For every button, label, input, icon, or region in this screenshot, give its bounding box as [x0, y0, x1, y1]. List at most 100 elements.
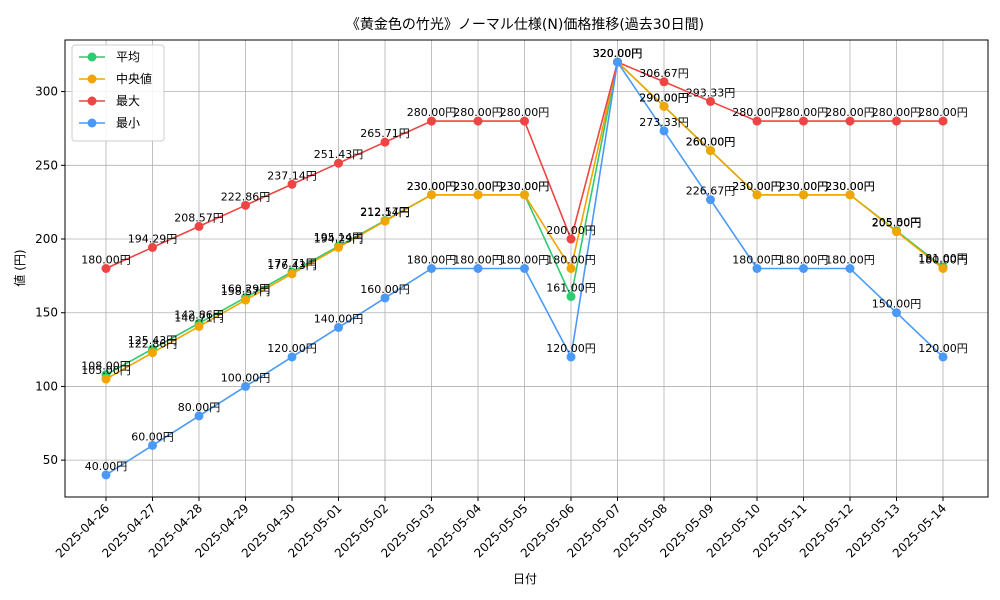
data-labels: 108.00円 125.43円 142.86円 160.29円 177.71円 195.1… — [81, 47, 968, 473]
data-label: 230.00円 — [407, 180, 457, 193]
legend-marker — [87, 96, 97, 106]
data-point — [194, 411, 204, 421]
data-label: 205.00円 — [872, 217, 922, 230]
data-label: 320.00円 — [593, 47, 643, 60]
data-point — [752, 116, 762, 126]
data-label: 180.00円 — [779, 254, 829, 267]
data-point — [566, 292, 576, 302]
data-label: 108.00円 — [81, 360, 131, 373]
series-group — [101, 57, 948, 480]
data-point — [659, 77, 669, 87]
data-point — [845, 116, 855, 126]
data-point — [566, 234, 576, 244]
data-label: 180.00円 — [732, 254, 782, 267]
data-point — [845, 264, 855, 273]
data-point — [427, 116, 436, 126]
data-point — [659, 126, 669, 136]
data-point — [241, 381, 250, 391]
data-label: 160.29円 — [221, 283, 271, 296]
data-point — [334, 158, 343, 168]
data-point — [799, 190, 808, 200]
data-label: 212.57円 — [360, 205, 410, 218]
data-point — [241, 295, 250, 305]
data-label: 208.57円 — [174, 211, 224, 224]
data-label: 194.29円 — [314, 232, 364, 245]
data-label: 140.71円 — [174, 311, 224, 324]
data-point — [148, 440, 157, 450]
data-label: 230.00円 — [825, 180, 875, 193]
data-label: 80.00円 — [178, 401, 221, 414]
y-tick-label: 50 — [43, 453, 58, 467]
data-point — [101, 374, 111, 384]
data-label: 180.00円 — [453, 254, 503, 267]
data-point — [148, 242, 157, 252]
legend-item: 最大 — [79, 94, 140, 108]
data-point — [427, 264, 436, 273]
data-label: 200.00円 — [546, 224, 596, 237]
data-label: 140.00円 — [314, 312, 364, 325]
data-label: 150.00円 — [872, 298, 922, 311]
data-point — [706, 146, 715, 156]
series-2 — [101, 57, 948, 273]
data-point — [520, 264, 529, 273]
data-point — [892, 227, 901, 237]
data-point — [473, 190, 483, 200]
legend-item: 最小 — [79, 116, 140, 130]
legend-item: 中央値 — [79, 71, 152, 86]
data-label: 280.00円 — [407, 106, 457, 119]
y-tick-label: 300 — [35, 85, 58, 99]
legend-marker — [87, 52, 97, 62]
legend-label: 最小 — [116, 116, 140, 130]
legend-label: 平均 — [116, 50, 140, 64]
data-label: 280.00円 — [825, 106, 875, 119]
data-label: 125.43円 — [128, 334, 178, 347]
data-label: 180.00円 — [918, 254, 968, 267]
data-label: 177.71円 — [267, 257, 317, 270]
data-point — [287, 352, 297, 362]
data-label: 273.33円 — [639, 116, 689, 129]
data-point — [752, 190, 762, 200]
data-label: 158.57円 — [221, 285, 271, 298]
data-point — [938, 352, 948, 362]
data-point — [566, 264, 576, 273]
legend-label: 最大 — [116, 94, 140, 108]
data-label: 230.00円 — [825, 180, 875, 193]
data-point — [892, 116, 901, 126]
data-point — [752, 264, 762, 273]
data-point — [473, 264, 483, 273]
y-tick-label: 100 — [35, 379, 58, 393]
y-axis-label: 値 (円) — [12, 249, 27, 286]
data-point — [706, 195, 715, 205]
data-point — [427, 190, 436, 200]
data-label: 280.00円 — [918, 106, 968, 119]
data-label: 180.00円 — [407, 254, 457, 267]
data-point — [799, 116, 808, 126]
data-point — [148, 348, 157, 358]
data-label: 293.33円 — [686, 86, 736, 99]
data-point — [101, 264, 111, 273]
data-point — [892, 308, 901, 318]
legend-item: 平均 — [79, 50, 140, 64]
data-label: 180.00円 — [825, 254, 875, 267]
data-label: 230.00円 — [453, 180, 503, 193]
data-point — [520, 116, 529, 126]
data-label: 260.00円 — [686, 136, 736, 149]
data-label: 230.00円 — [500, 180, 550, 193]
data-label: 230.00円 — [732, 180, 782, 193]
data-label: 230.00円 — [407, 180, 457, 193]
data-label: 180.00円 — [500, 254, 550, 267]
legend-label: 中央値 — [116, 71, 152, 86]
data-label: 251.43円 — [314, 148, 364, 161]
data-label: 105.00円 — [81, 364, 131, 377]
data-label: 290.00円 — [639, 91, 689, 104]
data-point — [287, 179, 297, 189]
data-label: 260.00円 — [686, 136, 736, 149]
data-label: 194.29円 — [128, 232, 178, 245]
data-label: 230.00円 — [779, 180, 829, 193]
series-3 — [101, 57, 948, 480]
data-label: 280.00円 — [453, 106, 503, 119]
data-label: 230.00円 — [779, 180, 829, 193]
data-label: 306.67円 — [639, 67, 689, 80]
